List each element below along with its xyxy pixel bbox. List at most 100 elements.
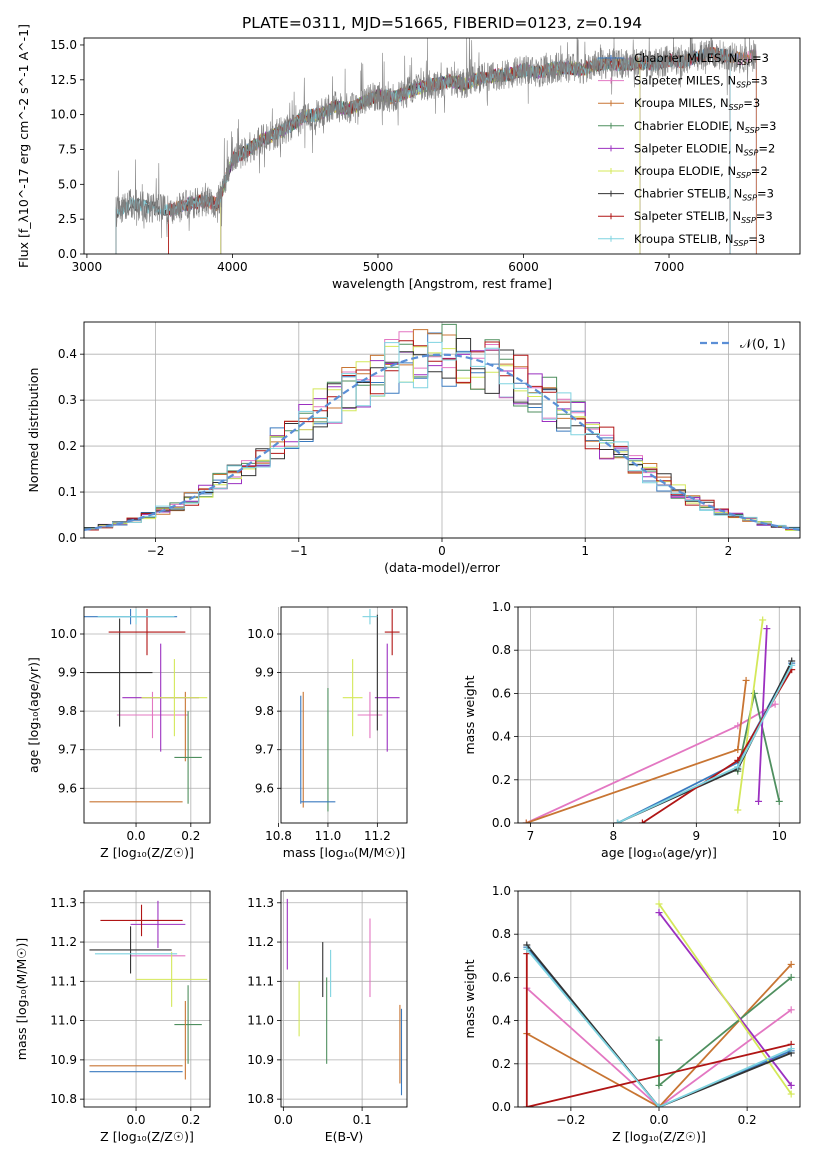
massweight-line: [526, 963, 792, 1107]
mass_vs_EBV-ytick-label: 10.8: [247, 1092, 274, 1106]
legend-label: Kroupa ELODIE, NSSP=2: [634, 164, 768, 180]
residual_histogram-xlabel: (data-model)/error: [384, 560, 501, 575]
massweight_vs_Z-ytick-label: 0.8: [492, 927, 511, 941]
legend-label-sub: SSP: [745, 126, 760, 135]
legend-label-sub: SSP: [742, 194, 757, 203]
mass_vs_Z-frame: [83, 890, 211, 1108]
histogram-series: [84, 323, 800, 529]
legend-label-main: Salpeter STELIB, N: [634, 209, 741, 223]
mass_vs_Z-xtick-label: 0.2: [181, 1113, 200, 1127]
massweight_vs_age-xtick-label: 10: [772, 829, 787, 843]
legend-label-main: Kroupa MILES, N: [634, 96, 729, 110]
massweight_vs_age-ytick-label: 0.2: [492, 773, 511, 787]
massweight_vs_age-ytick-label: 0.8: [492, 643, 511, 657]
residual_histogram-ytick-label: 0.1: [58, 485, 77, 499]
mass_vs_EBV-xlabel: E(B-V): [325, 1129, 364, 1144]
massweight-line: [526, 948, 792, 1107]
legend-label-tail: =2: [751, 164, 768, 178]
mass_vs_EBV-frame: [280, 890, 408, 1108]
mass_vs_Z-xlabel: Z [log₁₀(Z/Z☉)]: [100, 1129, 194, 1144]
massweight_vs_Z-ytick-label: 0.6: [492, 970, 511, 984]
age_vs_Z-xtick-label: 0.0: [126, 829, 145, 843]
mass_vs_Z-errorbars: [89, 900, 208, 1080]
spectrum-xtick-label: 3000: [72, 260, 103, 274]
massweight_vs_age-ytick-label: 0.4: [492, 730, 511, 744]
legend-label-sub: SSP: [734, 239, 749, 248]
massweight_vs_Z-axes: −0.2 0.0 0.2 0.0 0.2 0.4 0.6 0.8 1.0 Z [log₁₀(Z/Z…: [462, 884, 800, 1144]
spectrum-ytick-label: 12.5: [50, 73, 77, 87]
massweight_vs_age-axes: 7 8 9 10 0.0 0.2 0.4 0.6 0.8 1.0 age [log₁₀(age/yr…: [462, 600, 800, 860]
spectrum-xtick-label: 4000: [217, 260, 248, 274]
age_vs_Z-ytick-label: 10.0: [50, 627, 77, 641]
residual_histogram-ylabel: Normed distribution: [26, 368, 41, 493]
age_vs_mass-ytick-label: 9.8: [255, 704, 274, 718]
residual_histogram-ytick-label: 0.2: [58, 439, 77, 453]
histogram-series: [84, 341, 800, 530]
massweight-line: [526, 944, 792, 1107]
legend-label: Chabrier ELODIE, NSSP=3: [634, 119, 776, 135]
legend-label-tail: =3: [757, 187, 774, 201]
massweight_vs_Z-ytick-label: 0.4: [492, 1014, 511, 1028]
legend-label-tail: =3: [751, 74, 768, 88]
massweight-line: [658, 903, 792, 1095]
legend-label-sub: SSP: [736, 81, 751, 90]
massweight_vs_Z-xtick-label: 0.2: [738, 1113, 757, 1127]
massweight_vs_age-ytick-label: 1.0: [492, 600, 511, 614]
panels-layer: 3000 4000 5000 6000 70000.02.55.07.510.012.5…: [14, 24, 801, 1144]
legend-label-sub: SSP: [737, 58, 752, 67]
legend-label-main: Chabrier MILES, N: [634, 51, 737, 65]
histogram-series: [84, 338, 800, 529]
legend-label-main: Kroupa ELODIE, N: [634, 164, 736, 178]
legend-label: Salpeter MILES, NSSP=3: [634, 74, 768, 90]
spectrum-ylabel: Flux [f_λ10^-17 erg cm^-2 s^-1 A^-1]: [16, 24, 31, 268]
massweight_vs_Z-xtick-label: −0.2: [556, 1113, 585, 1127]
age_vs_Z-axes: 0.0 0.2 9.6 9.7 9.8 9.9 10.0 Z [log₁₀(Z/Z☉)] age…: [26, 607, 210, 860]
mass_vs_EBV-ytick-label: 10.9: [247, 1053, 274, 1067]
mass_vs_Z-ytick-label: 11.3: [50, 896, 77, 910]
massweight_vs_Z-xlabel: Z [log₁₀(Z/Z☉)]: [612, 1129, 706, 1144]
legend-label-main: Kroupa STELIB, N: [634, 232, 734, 246]
massweight_vs_Z-frame: [517, 890, 801, 1108]
massweight_vs_age-xlabel: age [log₁₀(age/yr)]: [601, 845, 717, 860]
mass_vs_EBV-xtick-label: 0.1: [353, 1113, 372, 1127]
legend-label-main: Chabrier STELIB, N: [634, 187, 742, 201]
legend-label-normal: 𝒩(0, 1): [740, 336, 786, 351]
age_vs_Z-errorbars: [84, 608, 208, 804]
mass_vs_EBV-ytick-label: 11.3: [247, 896, 274, 910]
spectrum-ytick-label: 15.0: [50, 38, 77, 52]
mass_vs_EBV-xtick-label: 0.0: [274, 1113, 293, 1127]
massweight_vs_Z-ylabel: mass weight: [462, 959, 477, 1038]
histogram-series: [84, 349, 800, 531]
massweight_vs_age-ytick-label: 0.6: [492, 686, 511, 700]
massweight_vs_age-xtick-label: 7: [527, 829, 535, 843]
massweight_vs_age-lines: [522, 616, 796, 823]
age_vs_mass-axes: 10.8 11.0 11.2 9.6 9.7 9.8 9.9 10.0 mass [log₁₀(…: [247, 607, 407, 860]
residual_histogram-xtick-label: −1: [290, 544, 308, 558]
mass_vs_EBV-axes: 0.0 0.1 10.8 10.9 11.0 11.1 11.2 11.3 E(B-V): [247, 891, 407, 1144]
mass_vs_EBV-ytick-label: 11.1: [247, 974, 274, 988]
residual_histogram-xtick-label: −2: [147, 544, 165, 558]
residual_histogram-ytick-label: 0.3: [58, 393, 77, 407]
residual_histogram-xtick-label: 2: [725, 544, 733, 558]
massweight-line: [757, 628, 768, 802]
massweight-line: [736, 619, 764, 811]
massweight_vs_age-ylabel: mass weight: [462, 675, 477, 754]
age_vs_mass-frame: [280, 606, 408, 824]
residual_histogram-ytick-label: 0.4: [58, 347, 77, 361]
residual_histogram-frame: [83, 321, 801, 539]
age_vs_mass-ytick-label: 10.0: [247, 627, 274, 641]
mass_vs_Z-ytick-label: 11.0: [50, 1014, 77, 1028]
residual_histogram-ytick-label: 0.0: [58, 531, 77, 545]
massweight_vs_Z-xtick-label: 0.0: [649, 1113, 668, 1127]
figure-title: PLATE=0311, MJD=51665, FIBERID=0123, z=0…: [242, 14, 642, 32]
spectrum-frame: [83, 37, 801, 255]
massweight-line: [525, 953, 792, 1107]
spectrum-ytick-label: 2.5: [58, 212, 77, 226]
mass_vs_Z-ytick-label: 11.2: [50, 935, 77, 949]
massweight-line: [658, 976, 792, 1088]
legend-label-sub: SSP: [744, 148, 759, 157]
spectrum-xlabel: wavelength [Angstrom, rest frame]: [332, 276, 552, 291]
massweight_vs_age-xtick-label: 9: [693, 829, 701, 843]
age_vs_Z-ytick-label: 9.8: [58, 704, 77, 718]
